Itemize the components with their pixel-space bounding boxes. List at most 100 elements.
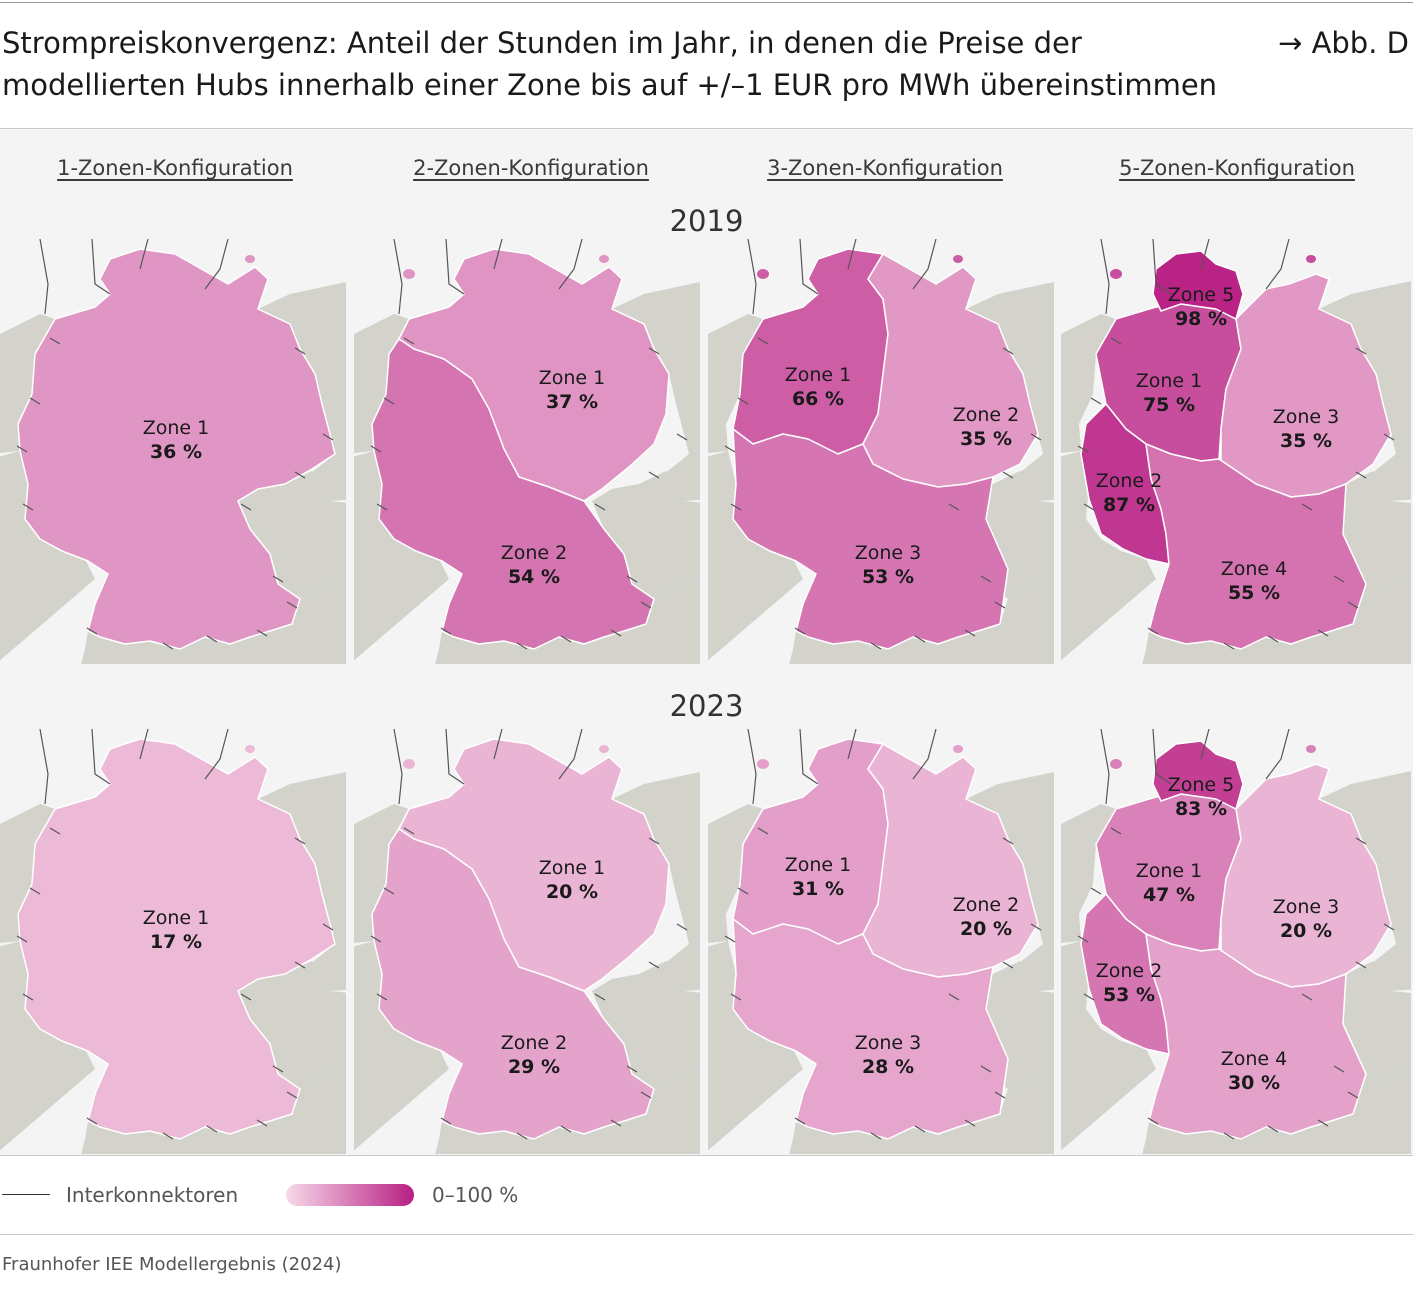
interconnector-line [799, 239, 819, 295]
border-tick [737, 397, 749, 405]
zone-name-label: Zone 1 [539, 857, 606, 879]
neighbor-country-east [966, 772, 1054, 991]
interconnector-line [493, 729, 503, 760]
island [403, 759, 415, 769]
zone-value-label: 83 % [1175, 798, 1227, 820]
interconnector-line [91, 239, 111, 295]
neighbor-country-west [1061, 314, 1116, 453]
zone-value-label: 75 % [1143, 394, 1195, 416]
zone-name-label: Zone 2 [953, 404, 1020, 426]
zone-area-3 [1220, 273, 1392, 498]
border-tick [648, 961, 660, 969]
border-tick [162, 1132, 174, 1140]
border-tick [22, 503, 34, 511]
border-tick [1333, 575, 1345, 583]
border-tick [322, 923, 334, 931]
border-tick [724, 935, 736, 943]
zone-name-label: Zone 1 [785, 364, 852, 386]
border-tick [370, 445, 382, 453]
border-tick [640, 1091, 652, 1099]
figure-title: Strompreiskonvergenz: Anteil der Stunden… [2, 26, 1218, 102]
zone-value-label: 17 % [150, 931, 202, 953]
island [599, 255, 609, 263]
border-tick [376, 993, 388, 1001]
zone-name-label: Zone 2 [501, 542, 568, 564]
border-tick [256, 629, 268, 637]
interconnector-line [91, 729, 111, 785]
figure-reference[interactable]: → Abb. D [1278, 26, 1409, 60]
interconnector-line [493, 239, 503, 270]
border-tick [1355, 961, 1367, 969]
interconnector-line [558, 239, 583, 290]
interconnector-line [445, 729, 465, 785]
zone-name-label: Zone 1 [785, 854, 852, 876]
neighbor-country-west [354, 314, 409, 453]
zone-value-label: 54 % [508, 566, 560, 588]
border-tick [516, 1132, 528, 1140]
zone-area-2 [371, 338, 655, 650]
neighbor-country-west [0, 314, 55, 453]
zone-value-label: 30 % [1228, 1072, 1280, 1094]
neighbor-country-southwest [708, 451, 803, 661]
zone-value-label: 87 % [1103, 494, 1155, 516]
zone-area-1 [17, 738, 336, 1140]
neighbor-country-southwest [1061, 941, 1156, 1151]
neighbor-country-southwest [708, 941, 803, 1151]
border-tick [16, 445, 28, 453]
border-tick [560, 635, 572, 643]
map-panel-2019-4: Zone 175 % Zone 287 % Zone 335 % Zone 455 %… [1061, 239, 1411, 664]
neighbor-country-east [1319, 281, 1411, 501]
island [599, 745, 609, 753]
zone-name-label: Zone 1 [143, 907, 210, 929]
border-tick [1083, 503, 1095, 511]
interconnector-line [393, 239, 403, 315]
interconnector-line [747, 729, 757, 805]
border-tick [994, 601, 1006, 609]
border-tick [994, 1091, 1006, 1099]
interconnector-line [39, 239, 49, 315]
border-tick [240, 503, 252, 511]
border-tick [948, 503, 960, 511]
border-tick [1147, 1117, 1159, 1125]
interconnector-line [1200, 729, 1210, 760]
border-tick [1223, 1132, 1235, 1140]
border-tick [1223, 642, 1235, 650]
border-tick [22, 993, 34, 1001]
border-tick [383, 397, 395, 405]
border-tick [676, 923, 688, 931]
border-tick [1110, 337, 1122, 345]
column-header-3: 3-Zonen-Konfiguration [767, 156, 1003, 180]
zone-area-3 [1220, 763, 1392, 988]
interconnector-line [847, 729, 857, 760]
zone-value-label: 37 % [546, 391, 598, 413]
zone-value-label: 28 % [862, 1056, 914, 1078]
border-tick [1347, 601, 1359, 609]
zone-area-3 [732, 918, 1009, 1140]
interconnector-line [1100, 239, 1110, 315]
neighbor-country-east [1319, 771, 1411, 991]
zone-name-label: Zone 5 [1168, 774, 1235, 796]
border-tick [206, 635, 218, 643]
border-tick [322, 433, 334, 441]
neighbor-country-east [612, 772, 700, 991]
header-separator [0, 128, 1413, 129]
zone-value-label: 98 % [1175, 308, 1227, 330]
border-tick [724, 445, 736, 453]
island [757, 759, 769, 769]
interconnector-line [747, 239, 757, 315]
map-panel-2023-4: Zone 147 % Zone 253 % Zone 320 % Zone 430 %… [1061, 729, 1411, 1154]
zone-value-label: 20 % [1280, 920, 1332, 942]
zone-name-label: Zone 1 [143, 417, 210, 439]
legend-separator [0, 1155, 1413, 1156]
border-tick [1090, 397, 1102, 405]
border-tick [964, 629, 976, 637]
interconnector-line [799, 729, 819, 785]
zone-value-label: 36 % [150, 441, 202, 463]
zone-name-label: Zone 2 [501, 1032, 568, 1054]
zone-name-label: Zone 2 [1096, 470, 1163, 492]
interconnector-line [1152, 239, 1172, 295]
border-tick [870, 1132, 882, 1140]
border-tick [294, 471, 306, 479]
border-tick [648, 347, 660, 355]
